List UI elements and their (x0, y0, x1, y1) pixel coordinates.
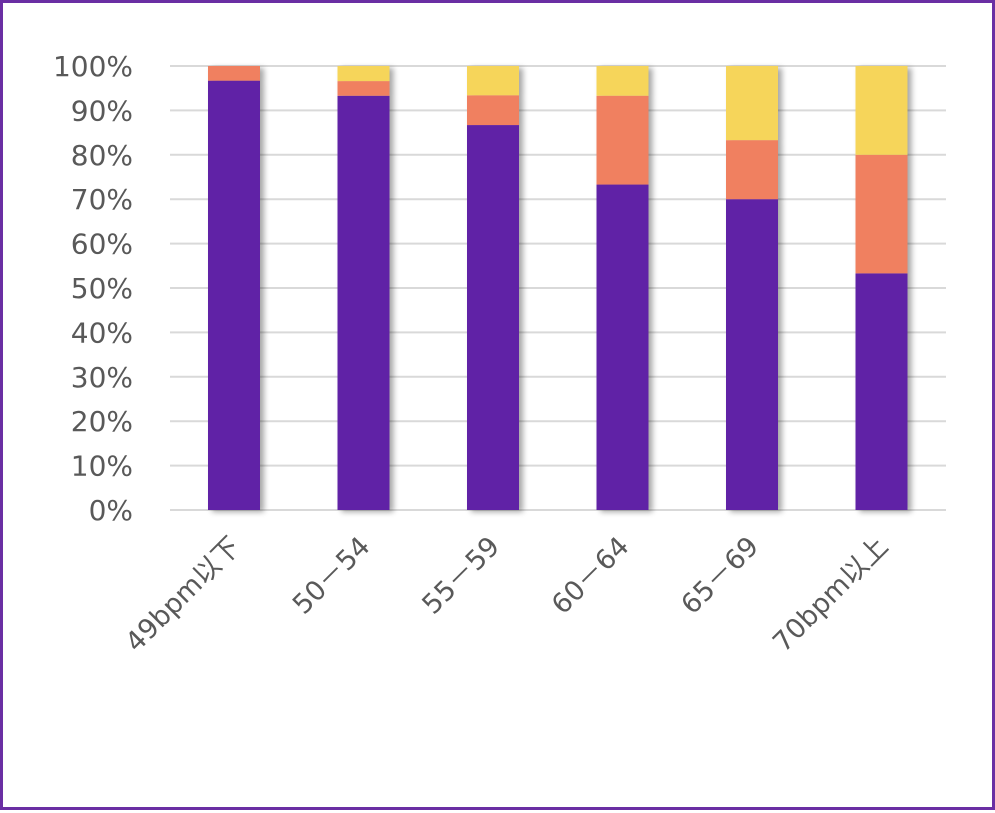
y-tick-label: 40% (71, 316, 133, 349)
bar-segment-series-1 (726, 199, 778, 510)
bar-segment-series-3 (855, 66, 908, 155)
bar-segment-series-1 (855, 273, 908, 510)
y-axis-ticks: 0% 10% 20% 30% 40% 50% 60% 70% 80% 90% 100% (53, 50, 133, 527)
bar-segment-series-1 (596, 184, 649, 510)
bar-stack (467, 66, 519, 510)
bar-segment-series-2 (337, 81, 390, 96)
bar-segment-series-3 (337, 66, 390, 82)
y-tick-label: 10% (71, 450, 133, 483)
gridlines (170, 65, 946, 511)
bar-segment-series-2 (467, 95, 519, 126)
bar-segment-series-3 (726, 66, 778, 141)
y-tick-label: 80% (71, 139, 133, 172)
y-tick-label: 30% (71, 361, 133, 394)
bar-segment-series-2 (726, 140, 778, 200)
bar-segment-series-1 (208, 80, 260, 510)
bar-stack (726, 66, 778, 510)
bar-stack (596, 66, 649, 510)
bar-segment-series-2 (596, 95, 649, 185)
x-axis-ticks: 49bpm以下 50－54 55－59 60－64 65－69 70bpm以上 (120, 531, 895, 658)
x-tick-label: 49bpm以下 (120, 531, 247, 658)
y-tick-label: 20% (71, 405, 133, 438)
bar-segment-series-3 (596, 66, 649, 96)
bar-segment-series-3 (467, 66, 519, 96)
bar-segment-series-1 (467, 125, 519, 510)
bar-segment-series-2 (855, 154, 908, 274)
x-tick-label: 50－54 (287, 531, 377, 621)
y-tick-label: 0% (89, 494, 133, 527)
x-tick-label: 55－59 (416, 531, 506, 621)
x-tick-label: 70bpm以上 (767, 531, 894, 658)
bar-stack (855, 66, 908, 510)
bar-segment-series-1 (337, 95, 390, 511)
bar-stack (208, 66, 260, 510)
bar-segment-series-2 (208, 66, 260, 81)
y-tick-label: 90% (71, 94, 133, 127)
y-tick-label: 100% (53, 50, 133, 83)
y-tick-label: 70% (71, 183, 133, 216)
bars (208, 66, 908, 511)
y-tick-label: 60% (71, 228, 133, 261)
bar-stack (337, 66, 390, 511)
y-tick-label: 50% (71, 272, 133, 305)
x-tick-label: 65－69 (675, 531, 765, 621)
x-tick-label: 60－64 (546, 531, 636, 621)
stacked-bar-chart: 0% 10% 20% 30% 40% 50% 60% 70% 80% 90% 100% 49bpm以… (53, 50, 946, 658)
